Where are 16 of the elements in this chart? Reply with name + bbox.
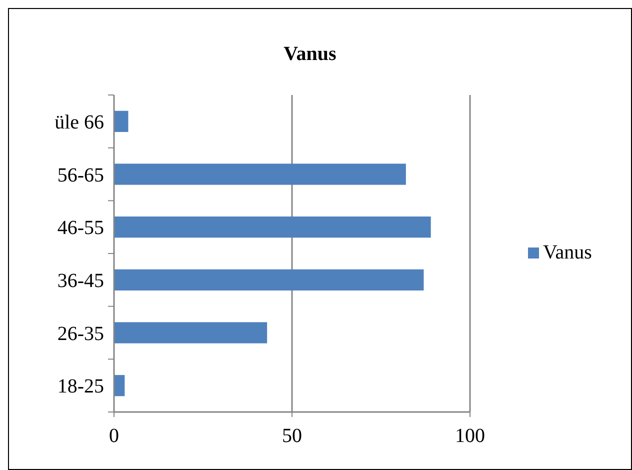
legend-label: Vanus bbox=[543, 242, 592, 264]
y-tick-label: üle 66 bbox=[54, 111, 104, 134]
y-tick-label: 18-25 bbox=[57, 376, 104, 398]
bar bbox=[114, 322, 268, 344]
y-tick-label: 56-65 bbox=[57, 164, 104, 186]
x-tick-label: 0 bbox=[109, 425, 119, 447]
bar bbox=[114, 164, 406, 185]
y-tick-label: 26-35 bbox=[57, 322, 104, 345]
x-tick-label: 100 bbox=[455, 425, 485, 447]
y-tick-label: 36-45 bbox=[57, 270, 104, 292]
bar bbox=[114, 216, 431, 238]
y-tick-label: 46-55 bbox=[57, 217, 104, 240]
chart-title: Vanus bbox=[284, 43, 337, 65]
bar bbox=[114, 269, 424, 290]
x-tick-label: 50 bbox=[282, 425, 302, 447]
bar bbox=[114, 110, 128, 132]
